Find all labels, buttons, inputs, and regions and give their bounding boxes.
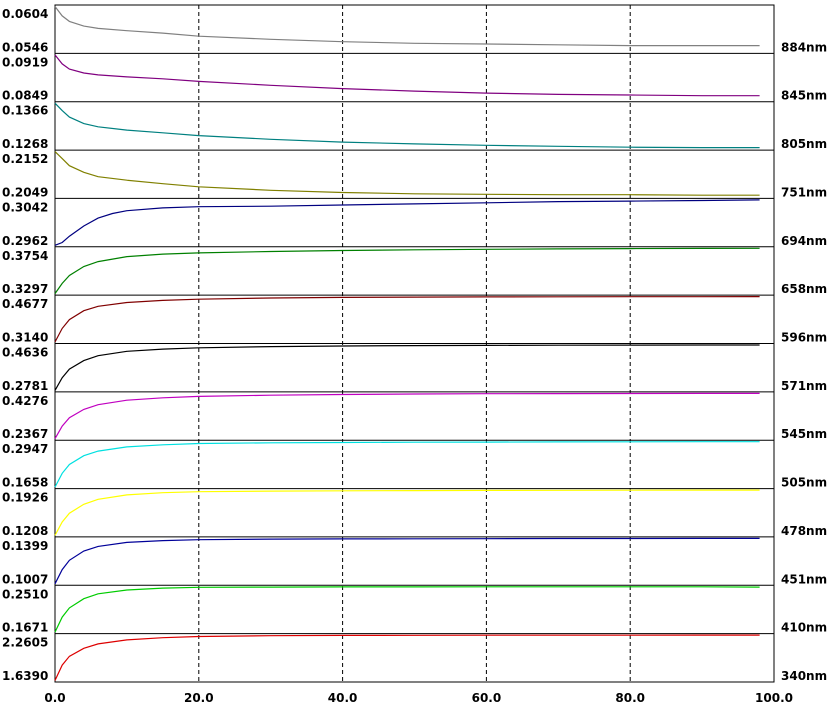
x-tick-label: 0.0 [44, 691, 65, 705]
y-min-label: 0.3297 [2, 282, 48, 296]
wavelength-label: 751nm [781, 185, 827, 199]
wavelength-label: 571nm [781, 379, 827, 393]
wavelength-label: 451nm [781, 572, 827, 586]
y-max-label: 0.1399 [2, 539, 48, 553]
wavelength-label: 596nm [781, 331, 827, 345]
wavelength-label: 505nm [781, 476, 827, 490]
y-min-label: 0.0546 [2, 40, 48, 54]
wavelength-label: 545nm [781, 427, 827, 441]
x-tick-label: 40.0 [328, 691, 358, 705]
y-max-label: 0.3042 [2, 200, 48, 214]
series-line [54, 392, 760, 439]
wavelength-label: 340nm [781, 669, 827, 683]
y-min-label: 0.1671 [2, 621, 48, 635]
y-max-label: 0.0919 [2, 55, 48, 69]
series-line [54, 296, 760, 343]
series-line [54, 247, 760, 294]
y-max-label: 0.4276 [2, 394, 48, 408]
series-line [54, 102, 760, 149]
y-min-label: 0.0849 [2, 89, 48, 103]
y-max-label: 0.1366 [2, 104, 48, 118]
y-min-label: 0.1208 [2, 524, 48, 538]
series-line [54, 54, 760, 97]
wavelength-label: 805nm [781, 137, 827, 151]
series-line [54, 6, 760, 47]
wavelength-label: 478nm [781, 524, 827, 538]
series-line [54, 344, 760, 391]
y-min-label: 0.2367 [2, 427, 48, 441]
y-min-label: 0.1007 [2, 572, 48, 586]
y-min-label: 0.1658 [2, 476, 48, 490]
y-max-label: 0.2510 [2, 587, 48, 601]
y-min-label: 0.3140 [2, 331, 48, 345]
y-max-label: 0.2152 [2, 152, 48, 166]
x-tick-label: 100.0 [755, 691, 793, 705]
y-max-label: 0.4636 [2, 346, 48, 360]
series-line [54, 441, 760, 488]
x-tick-label: 60.0 [472, 691, 502, 705]
wavelength-label: 884nm [781, 40, 827, 54]
wavelength-label: 410nm [781, 621, 827, 635]
y-max-label: 0.0604 [2, 7, 48, 21]
series-line [54, 634, 760, 681]
wavelength-label: 694nm [781, 234, 827, 248]
y-min-label: 0.2781 [2, 379, 48, 393]
y-min-label: 0.2962 [2, 234, 48, 248]
series-line [54, 586, 760, 633]
wavelength-label: 658nm [781, 282, 827, 296]
series-line [54, 489, 760, 536]
wavelength-label: 845nm [781, 89, 827, 103]
y-max-label: 0.4677 [2, 297, 48, 311]
y-max-label: 0.2947 [2, 442, 48, 456]
x-tick-label: 20.0 [184, 691, 214, 705]
y-min-label: 0.1268 [2, 137, 48, 151]
y-max-label: 2.2605 [2, 636, 48, 650]
series-line [54, 537, 760, 585]
series-line [54, 151, 760, 196]
y-max-label: 0.1926 [2, 491, 48, 505]
series-line [54, 199, 760, 246]
y-min-label: 0.2049 [2, 185, 48, 199]
y-max-label: 0.3754 [2, 249, 48, 263]
y-min-label: 1.6390 [2, 669, 48, 683]
x-tick-label: 80.0 [615, 691, 645, 705]
